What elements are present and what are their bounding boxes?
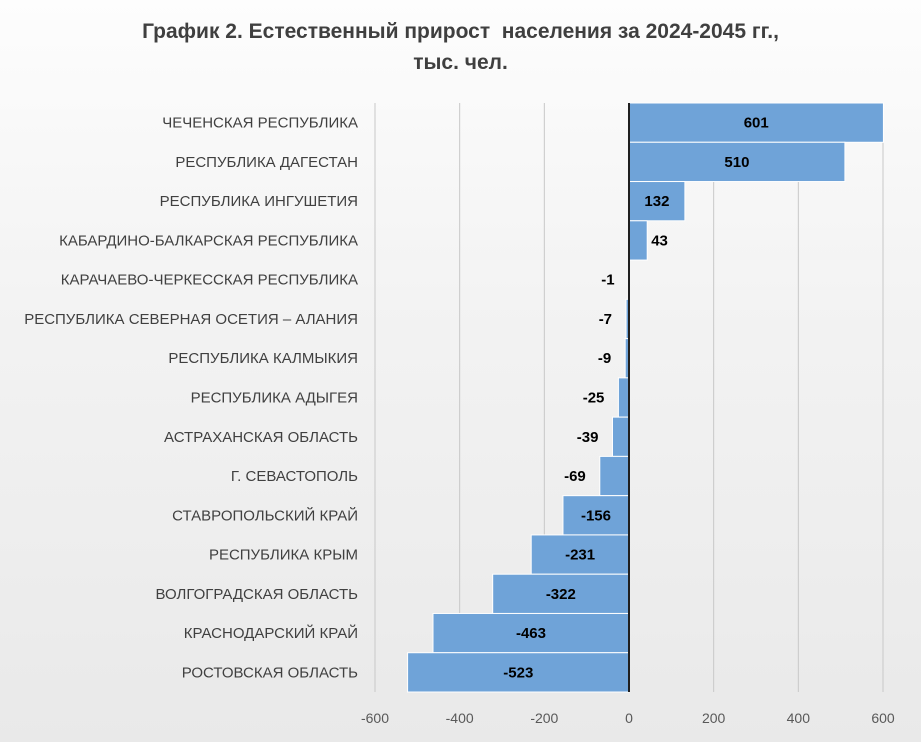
x-tick-label: -600 [361,710,389,726]
category-label: РЕСПУБЛИКА АДЫГЕЯ [191,390,358,407]
category-label: СТАВРОПОЛЬСКИЙ КРАЙ [172,506,358,524]
data-label: -1 [601,272,614,289]
chart-title-line1: График 2. Естественный прирост населения… [142,20,779,43]
bar [628,181,686,222]
category-label: КРАСНОДАРСКИЙ КРАЙ [184,624,358,642]
data-label: -7 [599,311,612,328]
bar [599,455,630,497]
data-label: 510 [724,154,749,171]
data-label: 132 [644,193,669,210]
category-label: РЕСПУБЛИКА СЕВЕРНАЯ ОСЕТИЯ – АЛАНИЯ [24,311,358,328]
data-label: 43 [651,232,668,249]
x-tick-label: 400 [787,710,811,726]
bar [617,377,630,418]
bar [611,416,630,457]
category-label: КАРАЧАЕВО-ЧЕРКЕССКАЯ РЕСПУБЛИКА [61,272,358,289]
data-label: -9 [598,350,611,367]
data-label: -25 [583,390,605,407]
bar [628,141,846,183]
category-label: РЕСПУБЛИКА ДАГЕСТАН [175,154,358,171]
x-tick-label: -200 [530,710,558,726]
data-label: -523 [503,664,533,681]
data-label: -39 [577,429,599,446]
chart-title: График 2. Естественный прирост населения… [0,16,921,78]
bar [628,220,648,261]
category-label: РЕСПУБЛИКА КРЫМ [209,547,358,564]
bar [432,612,630,654]
data-label: -322 [546,586,576,603]
category-label: РЕСПУБЛИКА ИНГУШЕТИЯ [160,193,358,210]
category-labels: ЧЕЧЕНСКАЯ РЕСПУБЛИКА РЕСПУБЛИКА ДАГЕСТАН Р… [24,115,358,682]
bar [628,102,884,143]
x-tick-label: 600 [871,710,895,726]
x-tick-labels: -600 -400 -200 0 200 400 600 [361,710,895,726]
bar [530,534,630,575]
category-label: ЧЕЧЕНСКАЯ РЕСПУБЛИКА [162,115,358,132]
data-label: -69 [564,468,586,485]
category-label: КАБАРДИНО-БАЛКАРСКАЯ РЕСПУБЛИКА [59,232,358,249]
category-label: РОСТОВСКАЯ ОБЛАСТЬ [182,664,358,681]
x-tick-label: -400 [446,710,474,726]
category-label: ВОЛГОГРАДСКАЯ ОБЛАСТЬ [155,586,358,603]
data-label: 601 [744,115,769,132]
chart-subtitle: тыс. чел. [413,51,508,74]
category-label: РЕСПУБЛИКА КАЛМЫКИЯ [168,350,358,367]
category-label: АСТРАХАНСКАЯ ОБЛАСТЬ [164,429,358,446]
data-label: -156 [581,507,611,524]
bar [407,652,630,693]
bar [492,573,630,614]
x-tick-label: 200 [702,710,726,726]
data-label: -231 [565,547,595,564]
bars [407,102,884,693]
value-labels: 601 510 132 43 -1 -7 -9 -25 -39 -69 -156 -231 -322 -4… [503,115,768,682]
data-label: -463 [516,625,546,642]
x-tick-label: 0 [625,710,633,726]
category-label: Г. СЕВАСТОПОЛЬ [231,468,358,485]
